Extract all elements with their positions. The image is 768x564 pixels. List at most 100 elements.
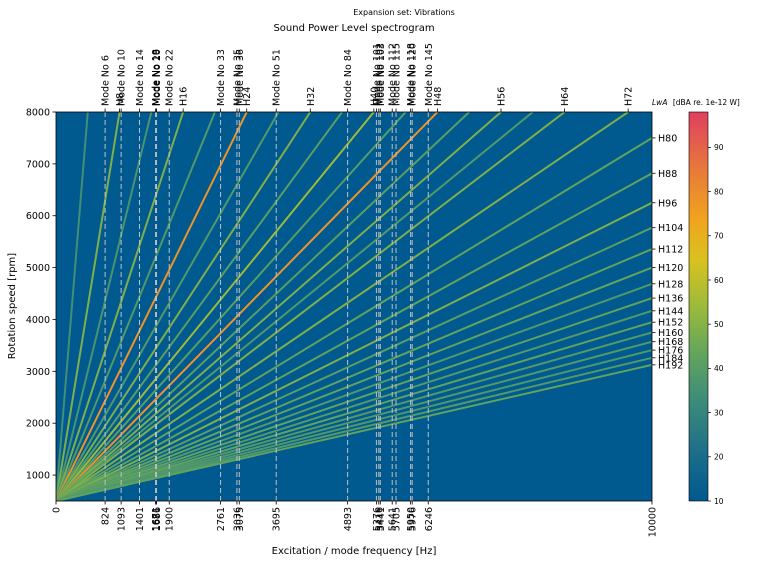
mode-frequency-label: 824 (101, 507, 112, 525)
mode-name-label: Mode No 19 (152, 49, 163, 106)
y-tick-label: 5000 (26, 263, 50, 274)
harmonic-label-right: H176 (658, 346, 683, 357)
harmonic-line-h16 (56, 112, 185, 501)
y-tick-label: 3000 (26, 367, 50, 378)
mode-name-label: Mode No 103 (376, 43, 387, 106)
harmonic-label-right: H104 (658, 223, 683, 234)
mode-frequency-label: 4893 (343, 507, 354, 531)
harmonic-label-top: H24 (242, 87, 253, 106)
mode-frequency-label: 1671 (151, 507, 162, 531)
mode-name-label: Mode No 51 (272, 49, 283, 106)
harmonic-line-h28 (56, 112, 280, 501)
harmonic-label-right: H160 (658, 328, 683, 339)
harmonic-line-h4 (56, 112, 89, 501)
harmonic-line-h52 (56, 112, 470, 501)
mode-frequency-label: 1093 (117, 507, 128, 531)
colorbar (688, 111, 709, 502)
mode-name-label: Mode No 115 (392, 43, 403, 106)
y-tick-label: 6000 (26, 211, 50, 222)
y-tick-label: 8000 (26, 108, 50, 119)
mode-lines-group (104, 112, 429, 501)
harmonic-line-h8 (56, 112, 121, 501)
harmonic-line-h24 (56, 112, 248, 501)
mode-name-label: Mode No 84 (343, 49, 354, 106)
x-tick-label: 10000 (648, 507, 659, 537)
harmonic-label-right: H96 (658, 198, 677, 209)
mode-name-label: Mode No 6 (101, 55, 112, 106)
mode-name-label: Mode No 118 (406, 43, 417, 106)
y-tick-label: 2000 (26, 419, 50, 430)
mode-name-label: Mode No 22 (165, 49, 176, 106)
harmonic-label-top: H72 (624, 87, 635, 106)
harmonic-labels: H8 H16 H24 H32 H40 H48 H56 H64 H72 H80 H88 H96 H104 H… (115, 87, 683, 372)
y-tick-label: 1000 (26, 471, 50, 482)
harmonic-label-right: H120 (658, 263, 683, 274)
y-tick-label: 4000 (26, 315, 50, 326)
plot-frame (55, 111, 653, 502)
mode-name-label: Mode No 33 (216, 49, 227, 106)
harmonic-label-top: H64 (560, 87, 571, 106)
mode-frequency-label: 5950 (406, 507, 417, 531)
mode-frequency-label: 3695 (272, 507, 283, 531)
harmonic-label-top: H8 (115, 93, 126, 106)
mode-name-label: Mode No 112 (388, 43, 399, 106)
mode-name-label: Mode No 120 (408, 43, 419, 106)
colorbar-tick-label: 50 (714, 320, 724, 329)
colorbar-tick-label: 10 (714, 497, 724, 506)
colorbar-label-unit: [dBA re. 1e-12 W] (673, 98, 740, 107)
harmonic-line-h72 (56, 112, 629, 501)
harmonic-label-right: H168 (658, 337, 683, 348)
mode-frequency-label: 5976 (408, 507, 419, 531)
harmonic-label-top: H32 (306, 87, 317, 106)
harmonic-label-right: H112 (658, 245, 683, 256)
colorbar-tick-label: 80 (714, 187, 724, 196)
mode-name-label: Mode No 36 (235, 49, 246, 106)
colorbar-ticks: 10 20 30 40 50 60 70 80 90 (708, 143, 724, 506)
mode-name-label: Mode No 18 (151, 49, 162, 106)
mode-frequency-label: 5441 (376, 507, 387, 531)
colorbar-tick-label: 30 (714, 408, 724, 417)
mode-frequency-label: 5376 (372, 507, 383, 531)
mode-frequency-label: 1401 (135, 507, 146, 531)
colorbar-tick-label: 90 (714, 143, 724, 152)
mode-name-label: Mode No 20 (152, 49, 163, 106)
mode-frequency-label: 3075 (235, 507, 246, 531)
harmonic-line-h56 (56, 112, 502, 501)
harmonic-label-right: H192 (658, 360, 683, 371)
harmonic-line-h152 (56, 321, 652, 501)
harmonic-line-h192 (56, 363, 652, 501)
mode-frequency-label: 3036 (232, 507, 243, 531)
harmonic-label-right: H80 (658, 133, 677, 144)
harmonic-line-h184 (56, 356, 652, 501)
chart-title: Sound Power Level spectrogram (273, 23, 434, 34)
colorbar-label-var: LwA (652, 98, 667, 107)
harmonic-label-right: H136 (658, 294, 683, 305)
mode-name-label: Mode No 102 (374, 43, 385, 106)
y-tick-label: 7000 (26, 159, 50, 170)
colorbar-tick-label: 40 (714, 364, 724, 373)
chart-suptitle: Expansion set: Vibrations (353, 8, 454, 17)
harmonic-line-h60 (56, 112, 534, 501)
harmonic-line-h88 (56, 172, 652, 501)
harmonic-line-h12 (56, 112, 153, 501)
harmonic-line-h104 (56, 226, 652, 501)
harmonic-line-h36 (56, 112, 343, 501)
harmonic-label-right: H128 (658, 279, 683, 290)
mode-frequency-label: 1681 (152, 507, 163, 531)
mode-frequency-label: 5641 (388, 507, 399, 531)
y-axis: 1000 2000 3000 4000 5000 6000 7000 8000 (26, 108, 56, 482)
mode-name-label: Mode No 145 (424, 43, 435, 106)
colorbar-tick-label: 20 (714, 453, 724, 462)
harmonic-line-h64 (56, 112, 566, 501)
harmonic-line-h48 (56, 112, 439, 501)
harmonic-line-h32 (56, 112, 312, 501)
mode-name-label: Mode No 10 (117, 49, 128, 106)
mode-frequency-label: 2761 (216, 507, 227, 531)
x-axis-label: Excitation / mode frequency [Hz] (272, 546, 437, 557)
harmonic-label-right: H88 (658, 169, 677, 180)
harmonic-line-h40 (56, 112, 375, 501)
harmonic-label-right: H144 (658, 306, 683, 317)
mode-frequency-label: 1900 (165, 507, 176, 531)
